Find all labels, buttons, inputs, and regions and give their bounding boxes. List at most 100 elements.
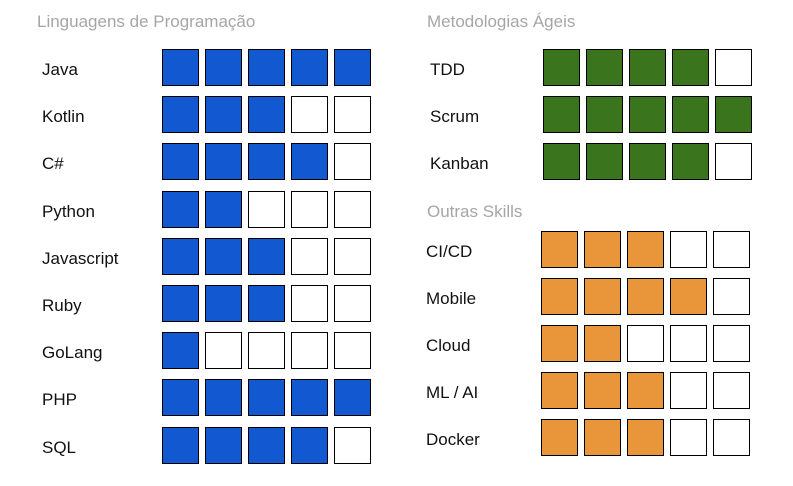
level-cell-filled — [334, 49, 371, 86]
level-cell-filled — [162, 143, 199, 180]
level-cell-filled — [584, 325, 621, 362]
level-cell-filled — [584, 372, 621, 409]
level-cell-filled — [543, 49, 580, 86]
agile-skill-label: TDD — [430, 60, 465, 79]
agile-section-title: Metodologias Ágeis — [427, 12, 576, 31]
level-cell-filled — [248, 143, 285, 180]
languages-skill-label: SQL — [42, 438, 77, 457]
level-cell-filled — [205, 143, 242, 180]
level-cell-filled — [670, 278, 707, 315]
level-cell-empty — [334, 285, 371, 322]
level-cell-filled — [162, 332, 199, 369]
languages-skill-level-bar — [162, 285, 371, 322]
level-cell-filled — [629, 96, 666, 133]
level-cell-filled — [291, 379, 328, 416]
level-cell-empty — [713, 325, 750, 362]
level-cell-empty — [291, 191, 328, 228]
agile-skill-level-bar — [543, 96, 752, 133]
level-cell-filled — [162, 96, 199, 133]
level-cell-filled — [205, 191, 242, 228]
level-cell-empty — [627, 325, 664, 362]
level-cell-empty — [670, 419, 707, 456]
level-cell-filled — [205, 379, 242, 416]
level-cell-empty — [334, 332, 371, 369]
other-skill-label: Cloud — [426, 336, 471, 355]
agile-skill-label: Kanban — [430, 154, 489, 173]
agile-skill-label: Scrum — [430, 107, 480, 126]
level-cell-empty — [334, 427, 371, 464]
level-cell-filled — [627, 372, 664, 409]
agile-skill-level-bar — [543, 49, 752, 86]
languages-skill-label: PHP — [42, 390, 77, 409]
level-cell-empty — [291, 96, 328, 133]
level-cell-filled — [162, 379, 199, 416]
level-cell-empty — [670, 231, 707, 268]
other-skill-label: Mobile — [426, 289, 477, 308]
level-cell-filled — [248, 96, 285, 133]
level-cell-empty — [334, 238, 371, 275]
level-cell-empty — [291, 238, 328, 275]
level-cell-filled — [291, 143, 328, 180]
level-cell-filled — [162, 285, 199, 322]
level-cell-empty — [334, 191, 371, 228]
level-cell-filled — [629, 49, 666, 86]
level-cell-empty — [713, 419, 750, 456]
level-cell-filled — [162, 191, 199, 228]
level-cell-empty — [334, 143, 371, 180]
languages-skill-level-bar — [162, 49, 371, 86]
languages-skill-label: GoLang — [42, 343, 103, 362]
level-cell-filled — [162, 427, 199, 464]
level-cell-filled — [205, 427, 242, 464]
level-cell-filled — [205, 285, 242, 322]
level-cell-filled — [543, 143, 580, 180]
level-cell-filled — [586, 143, 623, 180]
level-cell-filled — [541, 231, 578, 268]
other-section-title: Outras Skills — [427, 202, 523, 221]
level-cell-filled — [541, 419, 578, 456]
level-cell-filled — [584, 278, 621, 315]
languages-skill-label: Ruby — [42, 296, 82, 315]
level-cell-filled — [205, 96, 242, 133]
level-cell-filled — [629, 143, 666, 180]
languages-skill-label: Java — [42, 60, 78, 79]
level-cell-empty — [713, 278, 750, 315]
languages-skill-level-bar — [162, 238, 371, 275]
level-cell-filled — [541, 372, 578, 409]
other-skill-label: Docker — [426, 430, 480, 449]
other-skill-level-bar — [541, 372, 750, 409]
level-cell-filled — [541, 325, 578, 362]
languages-skill-label: C# — [42, 154, 64, 173]
languages-skill-level-bar — [162, 379, 371, 416]
languages-section-title: Linguagens de Programação — [37, 12, 256, 31]
level-cell-filled — [162, 238, 199, 275]
level-cell-filled — [627, 419, 664, 456]
level-cell-filled — [584, 419, 621, 456]
level-cell-filled — [162, 49, 199, 86]
level-cell-filled — [248, 285, 285, 322]
languages-skill-level-bar — [162, 427, 371, 464]
level-cell-empty — [291, 285, 328, 322]
level-cell-filled — [543, 96, 580, 133]
level-cell-filled — [672, 96, 709, 133]
level-cell-empty — [291, 332, 328, 369]
other-skill-level-bar — [541, 231, 750, 268]
languages-skill-level-bar — [162, 96, 371, 133]
other-skill-label: CI/CD — [426, 242, 473, 261]
level-cell-empty — [715, 143, 752, 180]
level-cell-empty — [670, 372, 707, 409]
level-cell-filled — [715, 96, 752, 133]
languages-skill-label: Javascript — [42, 249, 119, 268]
level-cell-filled — [248, 427, 285, 464]
languages-skill-level-bar — [162, 332, 371, 369]
level-cell-filled — [672, 143, 709, 180]
other-skill-label: ML / AI — [426, 383, 479, 402]
agile-skill-level-bar — [543, 143, 752, 180]
languages-skill-label: Python — [42, 202, 95, 221]
level-cell-filled — [586, 96, 623, 133]
level-cell-filled — [248, 49, 285, 86]
languages-skill-level-bar — [162, 143, 371, 180]
level-cell-empty — [248, 191, 285, 228]
level-cell-empty — [670, 325, 707, 362]
level-cell-filled — [541, 278, 578, 315]
other-skill-level-bar — [541, 278, 750, 315]
